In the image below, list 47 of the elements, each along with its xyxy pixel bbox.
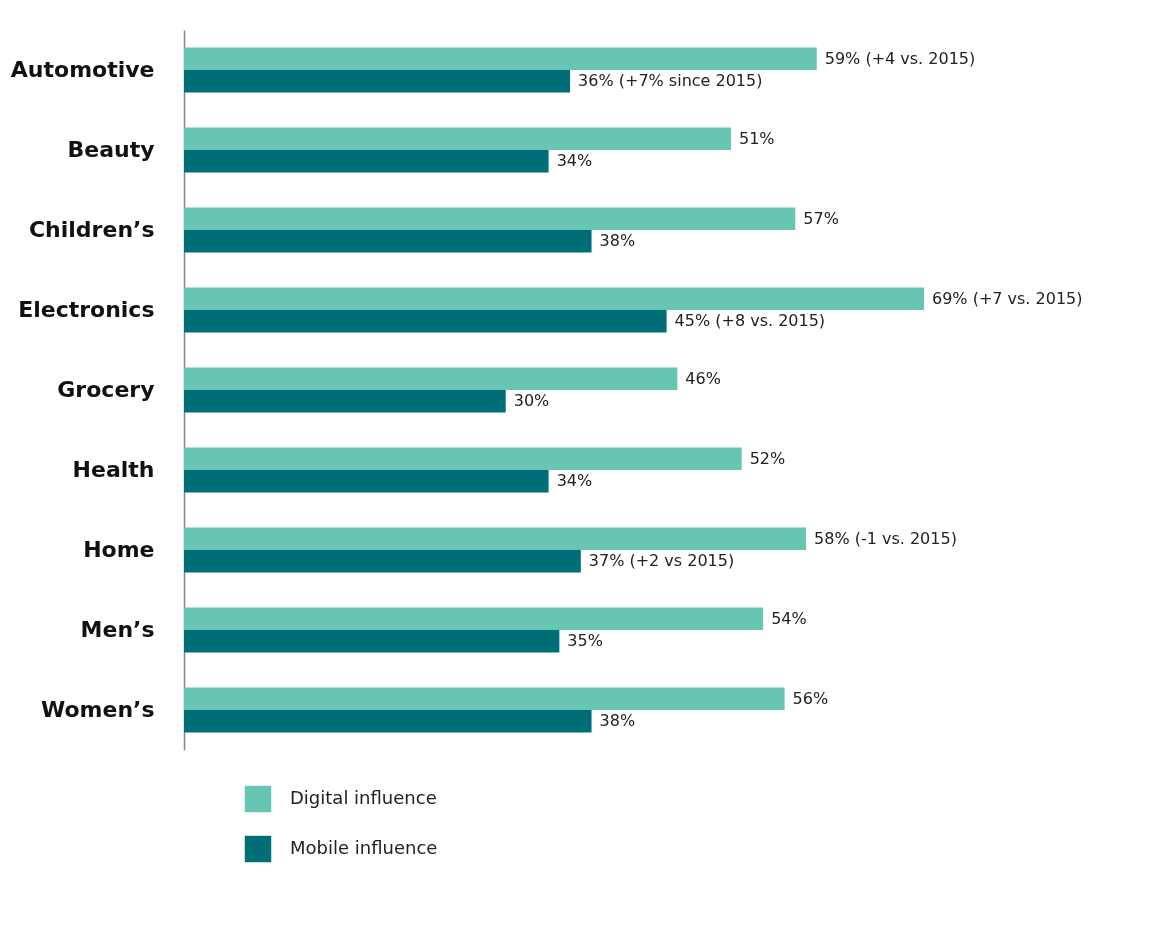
bar [184,390,506,413]
y-tick-label: Men’s [80,617,155,642]
bar [184,630,560,653]
bar [184,287,924,310]
data-label: 54% [771,608,807,628]
y-tick-label: Grocery [57,377,155,402]
data-label: 59% (+4 vs. 2015) [824,48,976,68]
bar [184,687,785,710]
bar [184,70,571,93]
y-tick-label: Women’s [40,697,155,722]
data-label: 35% [567,631,603,651]
data-label: 46% [685,368,721,388]
data-label: 36% (+7% since 2015) [578,71,763,91]
bar [184,150,549,173]
bar [184,127,731,150]
y-tick-label: Children’s [28,217,155,242]
data-label: 51% [738,128,775,148]
data-label: 34% [556,471,593,491]
bar [184,710,592,733]
y-tick-label: Home [83,537,155,562]
data-label: 37% (+2 vs 2015) [588,551,735,571]
data-label: 45% (+8 vs. 2015) [674,311,826,331]
bar [184,207,796,230]
bar [184,367,678,390]
data-label: 38% [599,231,636,251]
data-label: 52% [749,448,786,468]
bar [184,550,581,573]
legend-label: Mobile influence [290,837,438,858]
y-tick-label: Automotive [10,57,155,82]
y-tick-label: Health [72,457,155,482]
y-tick-label: Beauty [67,137,155,162]
bar [184,527,807,550]
data-label: 58% (-1 vs. 2015) [814,528,957,548]
bar [184,470,549,493]
bar [184,447,742,470]
bar [184,47,817,70]
data-label: 34% [556,151,593,171]
data-label: 69% (+7 vs. 2015) [932,288,1083,308]
bar [184,607,764,630]
data-label: 30% [513,391,550,411]
legend-label: Digital influence [290,787,437,808]
data-label: 57% [803,208,839,228]
bar [184,310,667,333]
data-label: 56% [792,688,829,708]
bar [184,230,592,253]
y-tick-label: Electronics [18,297,155,322]
data-label: 38% [599,711,636,731]
